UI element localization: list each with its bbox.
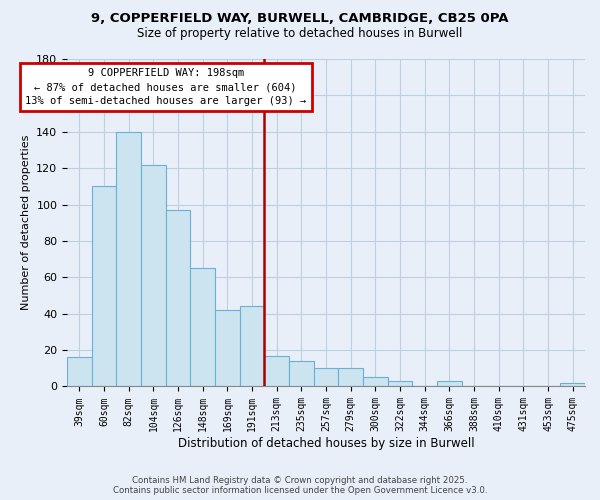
- Y-axis label: Number of detached properties: Number of detached properties: [20, 135, 31, 310]
- Bar: [116, 132, 141, 386]
- Text: Size of property relative to detached houses in Burwell: Size of property relative to detached ho…: [137, 28, 463, 40]
- Text: Contains HM Land Registry data © Crown copyright and database right 2025.
Contai: Contains HM Land Registry data © Crown c…: [113, 476, 487, 495]
- Bar: [560, 383, 585, 386]
- Bar: [166, 210, 190, 386]
- Bar: [92, 186, 116, 386]
- X-axis label: Distribution of detached houses by size in Burwell: Distribution of detached houses by size …: [178, 437, 475, 450]
- Bar: [141, 164, 166, 386]
- Bar: [314, 368, 338, 386]
- Bar: [437, 381, 461, 386]
- Bar: [240, 306, 265, 386]
- Bar: [190, 268, 215, 386]
- Bar: [289, 361, 314, 386]
- Bar: [265, 356, 289, 386]
- Bar: [338, 368, 363, 386]
- Bar: [67, 358, 92, 386]
- Text: 9, COPPERFIELD WAY, BURWELL, CAMBRIDGE, CB25 0PA: 9, COPPERFIELD WAY, BURWELL, CAMBRIDGE, …: [91, 12, 509, 26]
- Bar: [363, 378, 388, 386]
- Bar: [215, 310, 240, 386]
- Text: 9 COPPERFIELD WAY: 198sqm
← 87% of detached houses are smaller (604)
13% of semi: 9 COPPERFIELD WAY: 198sqm ← 87% of detac…: [25, 68, 307, 106]
- Bar: [388, 381, 412, 386]
